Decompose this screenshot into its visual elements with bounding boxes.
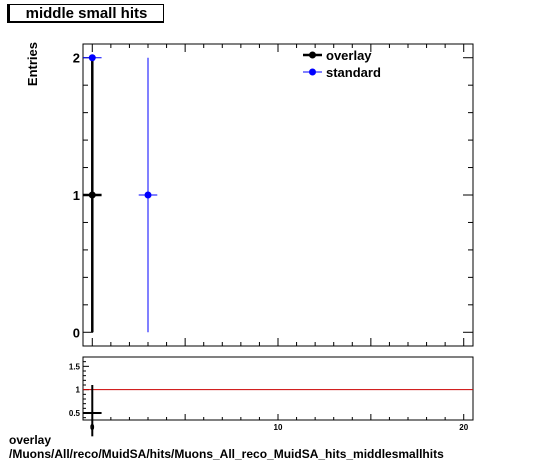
main-y-tick-label: 1: [73, 188, 80, 203]
overlay-point: [88, 191, 96, 199]
ratio-x-tick-label: 20: [459, 423, 468, 432]
main-y-axis-title: Entries: [25, 42, 40, 86]
legend-marker-overlay: [309, 51, 316, 59]
ratio-y-tick-label: 0.5: [69, 409, 81, 418]
legend-label-overlay: overlay: [326, 48, 372, 63]
legend-label-standard: standard: [326, 65, 381, 80]
footer-path: /Muons/All/reco/MuidSA/hits/Muons_All_re…: [9, 447, 444, 461]
legend-marker-standard: [309, 68, 316, 76]
ratio-x-tick-label: 10: [274, 423, 283, 432]
standard-point: [88, 54, 96, 62]
ratio-frame: [82, 356, 474, 421]
main-y-tick-label: 2: [73, 51, 80, 66]
ratio-y-tick-label: 1.5: [69, 362, 81, 371]
standard-point: [144, 191, 152, 199]
main-y-tick-label: 0: [73, 325, 80, 340]
footer-label: overlay: [9, 433, 52, 447]
ratio-y-tick-label: 1: [76, 386, 81, 395]
chart-title: middle small hits: [7, 4, 164, 23]
